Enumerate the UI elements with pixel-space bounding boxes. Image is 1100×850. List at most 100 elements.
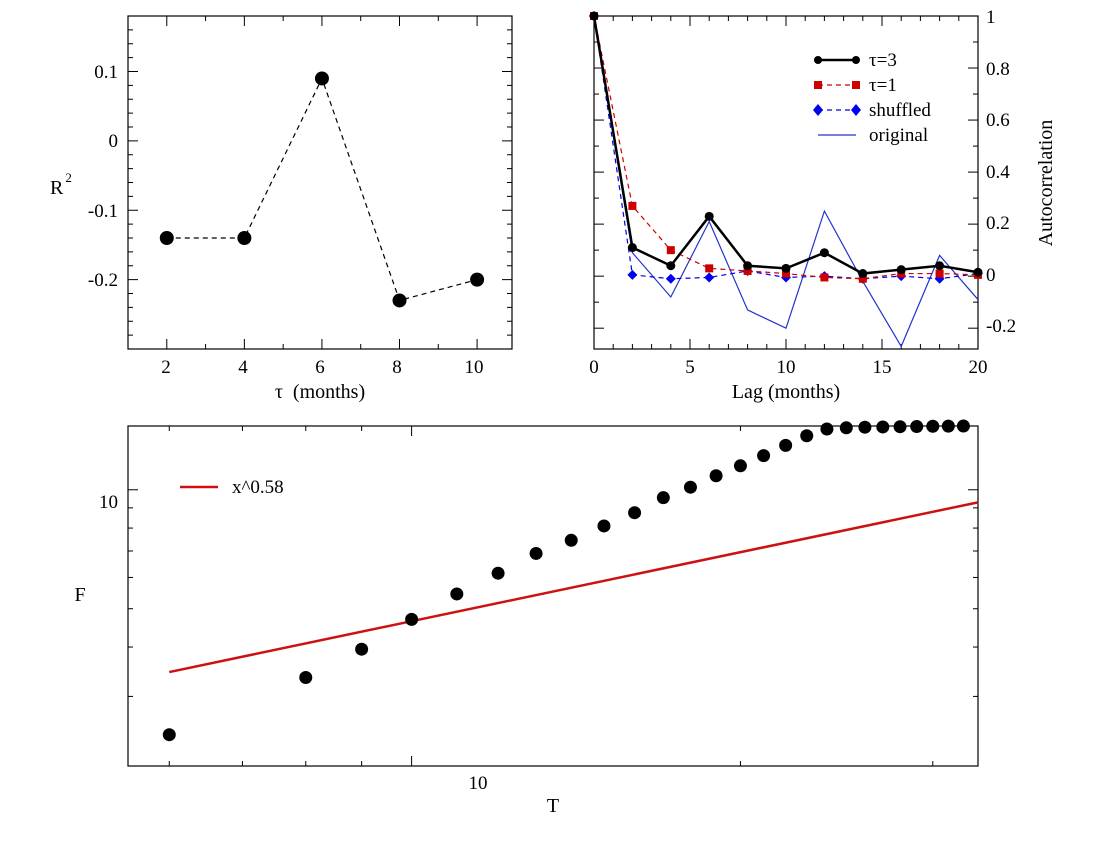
acf-point-circle xyxy=(743,261,753,271)
r2-ytick-label: -0.1 xyxy=(88,201,118,222)
fluct-point xyxy=(757,449,771,463)
acf-point-circle xyxy=(704,211,714,221)
r2-series-line xyxy=(166,76,478,302)
fit-line xyxy=(169,501,979,674)
r2-xaxis-title: τ (months) xyxy=(275,381,365,403)
fluct-point xyxy=(355,642,369,656)
acf-point-square xyxy=(820,273,829,282)
legend-marker-shuffled xyxy=(851,104,861,116)
r2-xtick-label: 8 xyxy=(392,357,402,378)
fluct-point xyxy=(820,422,834,436)
fluct-point xyxy=(405,612,419,626)
fluct-point xyxy=(450,587,464,601)
acf-xtick-label: 0 xyxy=(589,357,599,378)
fluct-point xyxy=(956,419,970,433)
acf-yaxis-title: Autocorrelation xyxy=(1035,120,1057,247)
fluct-point xyxy=(910,419,924,433)
acf-xaxis-title: Lag (months) xyxy=(732,381,840,403)
acf-series-line xyxy=(593,15,979,348)
acf-ticks xyxy=(593,15,979,349)
legend-label-shuffled: shuffled xyxy=(869,100,931,121)
legend-marker-tau3 xyxy=(814,56,822,64)
r2-series xyxy=(159,71,485,308)
fluct-point xyxy=(597,519,611,533)
acf-point-circle xyxy=(627,243,637,253)
fluct-point xyxy=(628,506,642,520)
r2-point xyxy=(392,293,407,308)
fluct-point xyxy=(529,546,543,560)
legend-marker-tau1 xyxy=(814,81,822,89)
legend-label-tau3: τ=3 xyxy=(869,50,897,71)
acf-ytick-label: 1 xyxy=(986,7,996,28)
fluct-series xyxy=(162,419,979,742)
acf-point-square xyxy=(935,269,944,278)
r2-xtick-label: 6 xyxy=(315,357,325,378)
acf-point-circle xyxy=(896,265,906,275)
acf-ytick-label: -0.2 xyxy=(986,316,1016,337)
acf-series-line xyxy=(593,15,979,280)
fluct-point xyxy=(941,419,955,433)
fluct-ytick-label: 10 xyxy=(99,492,118,513)
acf-legend: τ=3 τ=1 shuffled original xyxy=(813,50,931,146)
legend-entry-shuffled: shuffled xyxy=(813,100,931,121)
fluct-point xyxy=(299,670,313,684)
fluct-point xyxy=(876,420,890,434)
acf-point-circle xyxy=(589,11,599,21)
fluct-point xyxy=(656,491,670,505)
acf-xtick-label: 20 xyxy=(969,357,988,378)
legend-marker-tau3 xyxy=(852,56,860,64)
acf-point-circle xyxy=(973,267,983,277)
panel-fluctuation: 10 10 T F x^0.58 xyxy=(74,419,979,817)
r2-ticks xyxy=(127,15,512,350)
acf-point-square xyxy=(743,266,752,275)
acf-ytick-label: 0.8 xyxy=(986,59,1010,80)
acf-point-diamond xyxy=(704,272,715,283)
r2-point xyxy=(237,231,252,245)
acf-point-square xyxy=(628,201,637,210)
acf-point-square xyxy=(858,274,867,283)
legend-label-tau1: τ=1 xyxy=(869,75,897,96)
acf-xtick-label: 5 xyxy=(685,357,695,378)
fluct-point xyxy=(709,469,723,483)
acf-series-line xyxy=(593,15,979,280)
r2-point xyxy=(314,71,329,86)
acf-series xyxy=(589,11,983,348)
fluct-xaxis-title: T xyxy=(547,795,559,817)
legend-entry-tau3: τ=3 xyxy=(814,50,897,71)
fluct-ticks xyxy=(128,426,978,767)
legend-marker-tau1 xyxy=(852,81,860,89)
r2-plot-frame xyxy=(127,15,513,350)
acf-xtick-label: 10 xyxy=(777,357,796,378)
legend-marker-shuffled xyxy=(813,104,823,116)
fluct-xtick-label: 10 xyxy=(469,773,488,794)
fluct-point xyxy=(858,420,872,434)
r2-xtick-label: 2 xyxy=(161,357,171,378)
acf-point-circle xyxy=(781,263,791,273)
acf-point-square xyxy=(705,264,714,273)
fluct-point xyxy=(839,421,853,435)
panel-autocorrelation: 0 5 10 15 20 1 0.8 0.6 0.4 0.2 0 -0.2 La… xyxy=(589,7,1057,403)
acf-point-diamond xyxy=(665,273,676,284)
acf-point-circle xyxy=(858,269,868,279)
acf-point-circle xyxy=(819,248,829,258)
fluct-plot-frame xyxy=(127,425,979,767)
r2-ytick-label: -0.2 xyxy=(88,270,118,291)
acf-ytick-label: 0.6 xyxy=(986,110,1010,131)
fluct-yaxis-title: F xyxy=(74,584,85,606)
fluct-point xyxy=(779,438,793,452)
acf-point-square xyxy=(666,246,675,255)
fluct-point xyxy=(491,566,505,580)
fluct-point xyxy=(683,480,697,494)
fluct-point xyxy=(162,728,176,742)
r2-xtick-label: 4 xyxy=(238,357,248,378)
acf-plot-frame xyxy=(593,15,979,350)
acf-xtick-label: 15 xyxy=(873,357,892,378)
acf-point-circle xyxy=(935,261,945,271)
fluct-point xyxy=(733,459,747,473)
legend-label-fit: x^0.58 xyxy=(232,477,284,498)
acf-ytick-label: 0.4 xyxy=(986,162,1010,183)
r2-ytick-label: 0 xyxy=(109,131,119,152)
